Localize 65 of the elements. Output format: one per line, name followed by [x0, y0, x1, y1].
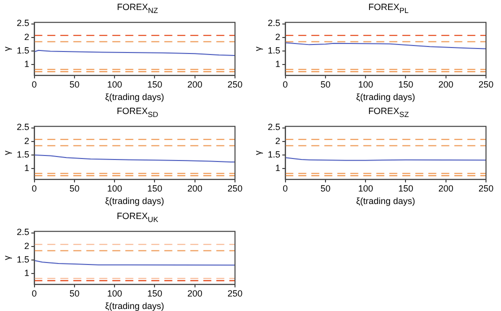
y-axis-title: γ [252, 46, 263, 52]
x-tick-label: 50 [69, 79, 80, 90]
y-tick-label: 2 [275, 136, 280, 146]
x-tick-label: 0 [32, 288, 37, 298]
x-tick-label: 100 [358, 184, 374, 194]
y-tick-label: 2.5 [16, 226, 30, 237]
y-tick-label: 1.5 [268, 150, 280, 160]
y-tick-label: 1.5 [16, 45, 30, 56]
x-tick-label: 100 [107, 184, 122, 194]
y-tick-label: 2.5 [16, 18, 30, 28]
x-tick-label: 0 [32, 79, 37, 90]
x-tick-label: 150 [147, 288, 162, 298]
x-tick-label: 0 [282, 79, 288, 90]
y-tick-label: 1 [24, 268, 30, 278]
x-tick-label: 0 [32, 184, 37, 194]
x-tick-label: 200 [187, 79, 202, 90]
y-tick-label: 1.5 [16, 254, 30, 264]
y-tick-label: 1 [24, 163, 30, 174]
y-tick-label: 2 [24, 32, 30, 42]
x-tick-label: 50 [69, 288, 80, 298]
y-tick-label: 2 [24, 136, 30, 146]
x-tick-label: 250 [227, 288, 243, 298]
x-tick-label: 200 [187, 184, 202, 194]
x-tick-label: 200 [438, 79, 454, 90]
chart-title: FOREX$_{SD}$ [116, 106, 160, 120]
x-axis-title: ξ(trading days) [356, 196, 416, 206]
x-tick-label: 150 [147, 184, 162, 194]
x-axis-title: ξ(trading days) [105, 300, 164, 311]
chart-title: FOREX$_{PL}$ [367, 2, 410, 15]
x-tick-label: 150 [147, 79, 162, 90]
y-tick-label: 1.5 [268, 45, 280, 56]
chart-title: FOREX$_{NZ}$ [116, 2, 159, 15]
y-tick-label: 2.5 [16, 122, 30, 133]
x-tick-label: 150 [398, 79, 414, 90]
x-axis-title: ξ(trading days) [105, 92, 164, 102]
x-tick-label: 200 [438, 184, 454, 194]
x-tick-label: 50 [69, 184, 80, 194]
x-tick-label: 50 [320, 184, 330, 194]
chart-title: FOREX$_{SZ}$ [367, 106, 410, 120]
x-tick-label: 150 [398, 184, 414, 194]
y-tick-label: 2.5 [268, 122, 280, 133]
x-tick-label: 250 [227, 79, 243, 90]
x-tick-label: 100 [107, 288, 122, 298]
x-tick-label: 250 [227, 184, 243, 194]
x-axis-title: ξ(trading days) [105, 196, 164, 206]
y-axis-title: γ [2, 150, 12, 156]
chart-title: FOREX$_{UK}$ [116, 210, 160, 224]
y-tick-label: 2 [24, 240, 30, 250]
y-axis-title: γ [252, 150, 263, 156]
x-tick-label: 0 [282, 184, 288, 194]
y-tick-label: 1 [275, 163, 280, 174]
x-tick-label: 250 [478, 79, 494, 90]
x-tick-label: 100 [358, 79, 374, 90]
x-tick-label: 50 [320, 79, 330, 90]
y-tick-label: 1.5 [16, 150, 30, 160]
y-tick-label: 2.5 [268, 18, 280, 28]
y-tick-label: 1 [275, 59, 280, 70]
x-tick-label: 100 [107, 79, 122, 90]
y-axis-title: γ [2, 46, 12, 52]
y-tick-label: 1 [24, 59, 30, 70]
x-tick-label: 250 [478, 184, 494, 194]
y-tick-label: 2 [275, 32, 280, 42]
x-axis-title: ξ(trading days) [356, 92, 416, 102]
x-tick-label: 200 [187, 288, 202, 298]
y-axis-title: γ [2, 254, 12, 260]
